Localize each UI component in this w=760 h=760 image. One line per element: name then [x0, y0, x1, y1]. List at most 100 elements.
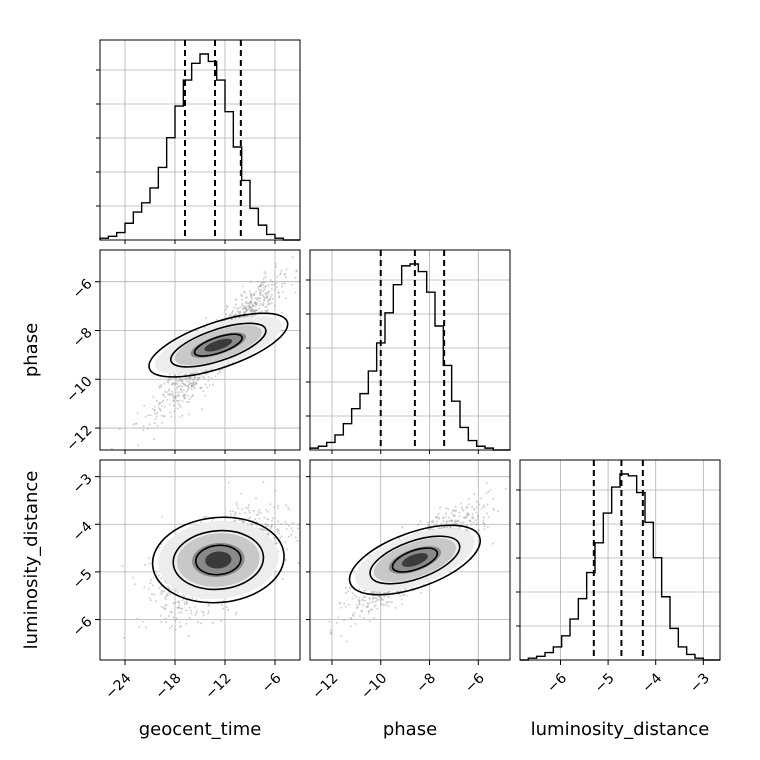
scatter-point: [269, 527, 272, 530]
scatter-point: [157, 574, 160, 577]
scatter-point: [161, 400, 163, 403]
scatter-point: [452, 509, 455, 512]
scatter-point: [176, 601, 179, 604]
scatter-point: [253, 302, 256, 305]
scatter-point: [257, 297, 260, 299]
scatter-point: [460, 506, 463, 509]
scatter-point: [178, 379, 181, 382]
scatter-point: [267, 284, 270, 287]
scatter-point: [174, 628, 177, 631]
scatter-point: [149, 599, 152, 602]
scatter-point: [467, 503, 470, 506]
scatter-point: [190, 388, 193, 391]
scatter-point: [175, 377, 178, 380]
scatter-point: [353, 594, 356, 597]
scatter-point: [185, 601, 188, 604]
scatter-point: [388, 595, 390, 598]
scatter-point: [182, 382, 185, 385]
scatter-point: [370, 608, 372, 611]
scatter-point: [260, 528, 263, 531]
scatter-point: [178, 621, 181, 624]
scatter-point: [121, 565, 124, 568]
scatter-point: [461, 508, 464, 511]
scatter-point: [373, 617, 376, 619]
scatter-point: [432, 521, 435, 524]
scatter-point: [370, 608, 373, 611]
scatter-point: [355, 595, 358, 598]
scatter-point: [471, 513, 474, 516]
scatter-point: [462, 509, 465, 512]
scatter-point: [249, 306, 252, 309]
scatter-point: [191, 394, 194, 397]
scatter-point: [266, 517, 269, 520]
scatter-point: [279, 273, 281, 276]
scatter-point: [143, 404, 146, 407]
scatter-point: [370, 601, 372, 604]
scatter-point: [192, 385, 195, 388]
density-level: [401, 553, 428, 567]
scatter-point: [364, 595, 367, 598]
scatter-point: [483, 516, 485, 519]
panel-frame: [309, 459, 511, 661]
scatter-point: [153, 422, 156, 425]
scatter-point: [138, 625, 141, 628]
x-tick-label: −6: [544, 670, 570, 696]
scatter-point: [170, 611, 173, 614]
scatter-point: [192, 378, 194, 381]
scatter-point: [247, 506, 250, 509]
scatter-point: [492, 497, 495, 500]
scatter-point: [265, 508, 268, 511]
scatter-point: [154, 418, 157, 421]
scatter-point: [218, 369, 221, 372]
scatter-point: [380, 603, 383, 606]
scatter-point: [357, 606, 360, 609]
scatter-point: [270, 525, 272, 528]
scatter-point: [165, 391, 168, 394]
scatter-point: [381, 598, 384, 601]
scatter-point: [269, 297, 272, 300]
scatter-point: [246, 315, 249, 318]
scatter-point: [278, 295, 281, 298]
scatter-point: [475, 523, 478, 526]
scatter-point: [233, 514, 236, 517]
scatter-point: [417, 523, 420, 526]
scatter-point: [158, 407, 161, 409]
scatter-point: [137, 444, 140, 447]
scatter-point: [244, 312, 247, 314]
scatter-point: [287, 506, 290, 509]
scatter-point: [187, 377, 190, 380]
scatter-point: [480, 497, 483, 500]
scatter-point: [190, 384, 193, 387]
scatter-point: [362, 617, 365, 620]
scatter-point: [184, 397, 187, 400]
scatter-point: [270, 302, 273, 305]
scatter-point: [260, 281, 263, 284]
panel-background: [520, 460, 720, 660]
scatter-point: [351, 592, 354, 595]
scatter-point: [427, 521, 430, 524]
scatter-point: [464, 529, 467, 532]
scatter-point: [248, 509, 250, 512]
scatter-point: [188, 398, 191, 401]
scatter-point: [266, 310, 269, 313]
scatter-point: [458, 515, 461, 518]
scatter-point: [358, 596, 361, 599]
scatter-point: [177, 402, 180, 405]
scatter-point: [168, 394, 171, 397]
scatter-point: [280, 269, 283, 272]
scatter-point: [380, 597, 382, 599]
scatter-point: [262, 299, 265, 302]
scatter-point: [207, 376, 210, 378]
panel-hist-phase: [306, 249, 511, 451]
scatter-point: [430, 527, 432, 530]
scatter-point: [291, 529, 294, 532]
scatter-point: [259, 512, 262, 515]
scatter-point: [416, 531, 419, 533]
scatter-point: [363, 589, 366, 592]
scatter-point: [357, 599, 360, 601]
scatter-point: [222, 607, 224, 610]
scatter-point: [451, 509, 454, 512]
scatter-point: [266, 303, 269, 306]
scatter-point: [431, 519, 434, 522]
scatter-point: [249, 294, 252, 297]
